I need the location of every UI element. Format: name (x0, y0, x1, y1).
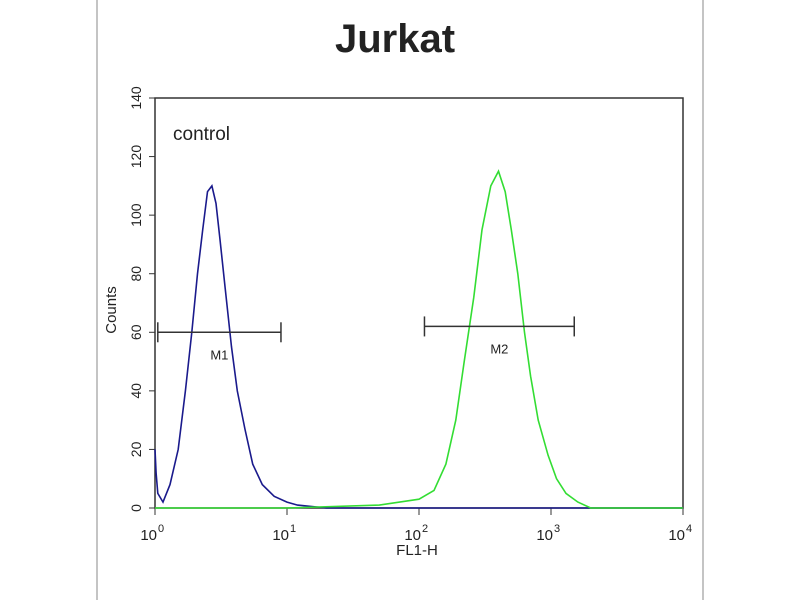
y-tick-label: 120 (128, 145, 144, 169)
x-tick-exponent: 4 (686, 523, 692, 535)
y-tick-label: 100 (128, 203, 144, 227)
annotation: control (173, 124, 230, 145)
x-tick-exponent: 1 (290, 523, 296, 535)
x-tick-label: 10 (272, 527, 289, 544)
y-tick-label: 60 (128, 324, 144, 340)
chart-title: Jurkat (335, 17, 455, 61)
x-tick-label: 10 (140, 527, 157, 544)
y-tick-label: 40 (128, 383, 144, 399)
gate-label: M2 (490, 341, 508, 356)
y-tick-label: 140 (128, 86, 144, 110)
gate-label: M1 (210, 347, 228, 362)
y-tick-label: 80 (128, 266, 144, 282)
x-tick-label: 10 (668, 527, 685, 544)
x-tick-exponent: 3 (554, 523, 560, 535)
x-tick-exponent: 0 (158, 523, 164, 535)
y-axis-label: Counts (103, 286, 120, 334)
x-tick-label: 10 (536, 527, 553, 544)
histogram-line (155, 169, 683, 509)
y-tick-label: 0 (128, 504, 144, 512)
plot-frame (154, 97, 684, 509)
x-tick-exponent: 2 (422, 523, 428, 535)
x-axis-label: FL1-H (396, 542, 438, 559)
histogram-line (154, 184, 683, 509)
y-tick-label: 20 (128, 441, 144, 457)
x-tick-label: 10 (404, 527, 421, 544)
